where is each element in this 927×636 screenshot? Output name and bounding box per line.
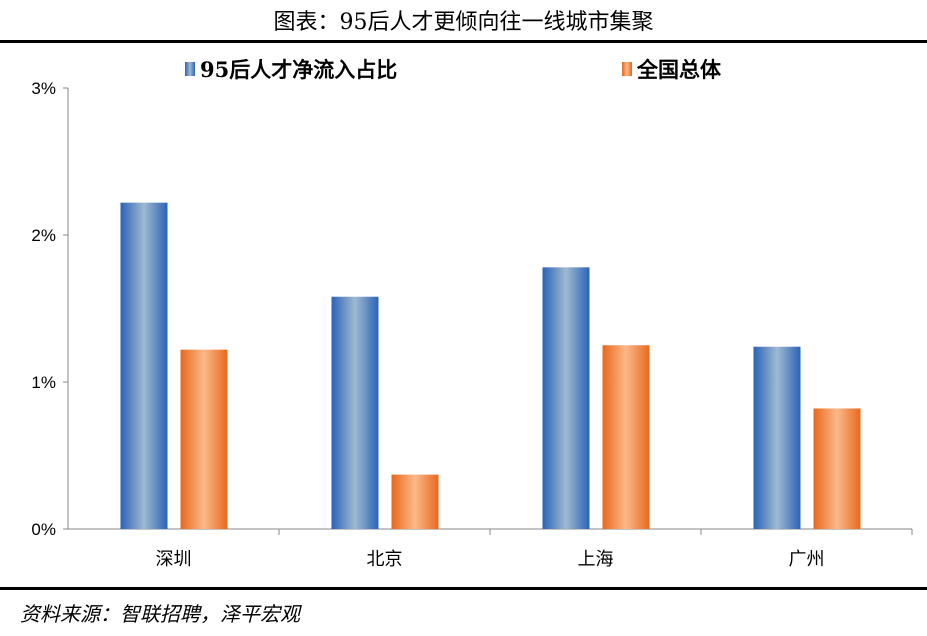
legend-swatch bbox=[185, 62, 195, 76]
bar-95-talent bbox=[753, 346, 801, 529]
bar-95-talent bbox=[542, 267, 590, 529]
x-tick-label: 深圳 bbox=[156, 549, 192, 570]
bar-95-talent bbox=[331, 296, 379, 529]
bar-national bbox=[602, 345, 650, 529]
bar-national bbox=[391, 474, 439, 529]
x-tick-label: 上海 bbox=[578, 549, 614, 570]
x-tick-label: 北京 bbox=[367, 549, 403, 570]
legend-label: 95后人才净流入占比 bbox=[200, 57, 397, 82]
chart-title: 图表：95后人才更倾向往一线城市集聚 bbox=[273, 10, 654, 35]
y-tick-label: 0% bbox=[31, 520, 56, 539]
top-rule bbox=[0, 40, 927, 43]
x-tick-label: 广州 bbox=[789, 549, 825, 570]
source-note: 资料来源：智联招聘，泽平宏观 bbox=[20, 602, 300, 626]
y-tick-label: 1% bbox=[31, 373, 56, 392]
legend-label: 全国总体 bbox=[636, 57, 722, 82]
legend-swatch bbox=[622, 62, 632, 76]
bar-national bbox=[180, 349, 228, 529]
y-tick-label: 3% bbox=[31, 79, 56, 98]
y-tick-label: 2% bbox=[31, 226, 56, 245]
bar-95-talent bbox=[120, 202, 168, 529]
bottom-rule bbox=[0, 587, 927, 590]
bar-national bbox=[813, 408, 861, 529]
